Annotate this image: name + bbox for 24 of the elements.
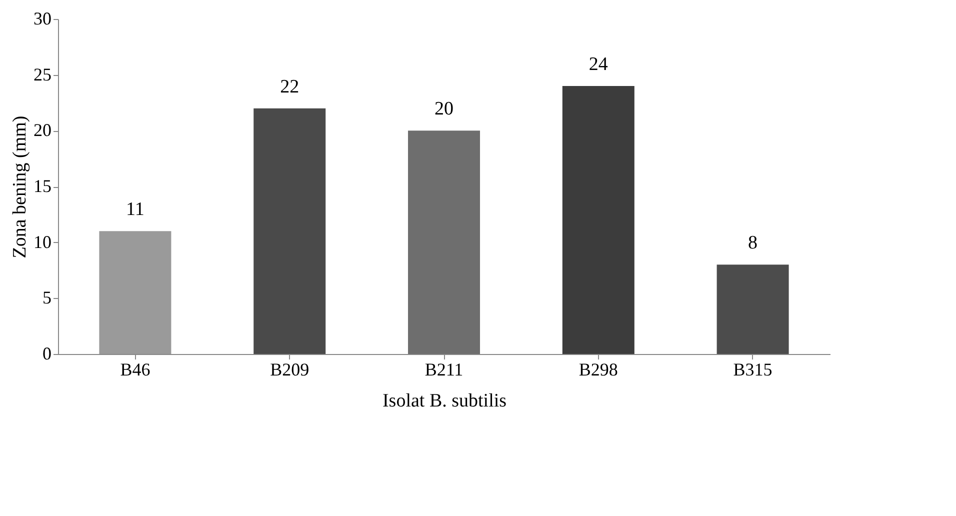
bar — [716, 264, 789, 354]
y-tick-label: 25 — [34, 64, 52, 84]
bar — [408, 130, 480, 354]
data-label: 22 — [280, 76, 300, 98]
y-tick-label: 30 — [34, 8, 52, 28]
data-label: 8 — [748, 232, 758, 254]
y-tick-label: 5 — [42, 288, 52, 308]
bar — [254, 108, 326, 354]
y-tick-label: 20 — [34, 120, 52, 140]
x-tick-label: B315 — [733, 360, 772, 380]
data-label: 20 — [434, 98, 454, 120]
data-label: 24 — [588, 54, 608, 75]
y-tick-label: 10 — [34, 232, 52, 252]
x-axis-title: Isolat B. subtilis — [382, 390, 507, 412]
y-axis-title: Zona bening (mm) — [10, 116, 30, 258]
data-label: 11 — [126, 199, 144, 220]
x-tick-label: B211 — [424, 360, 464, 380]
y-tick-label: 0 — [42, 344, 52, 364]
x-tick-label: B46 — [120, 360, 150, 380]
x-tick-label: B209 — [270, 360, 310, 380]
x-tick-label: B298 — [578, 360, 618, 380]
bar — [562, 86, 634, 354]
y-tick-label: 15 — [34, 176, 52, 196]
bar — [99, 231, 172, 354]
